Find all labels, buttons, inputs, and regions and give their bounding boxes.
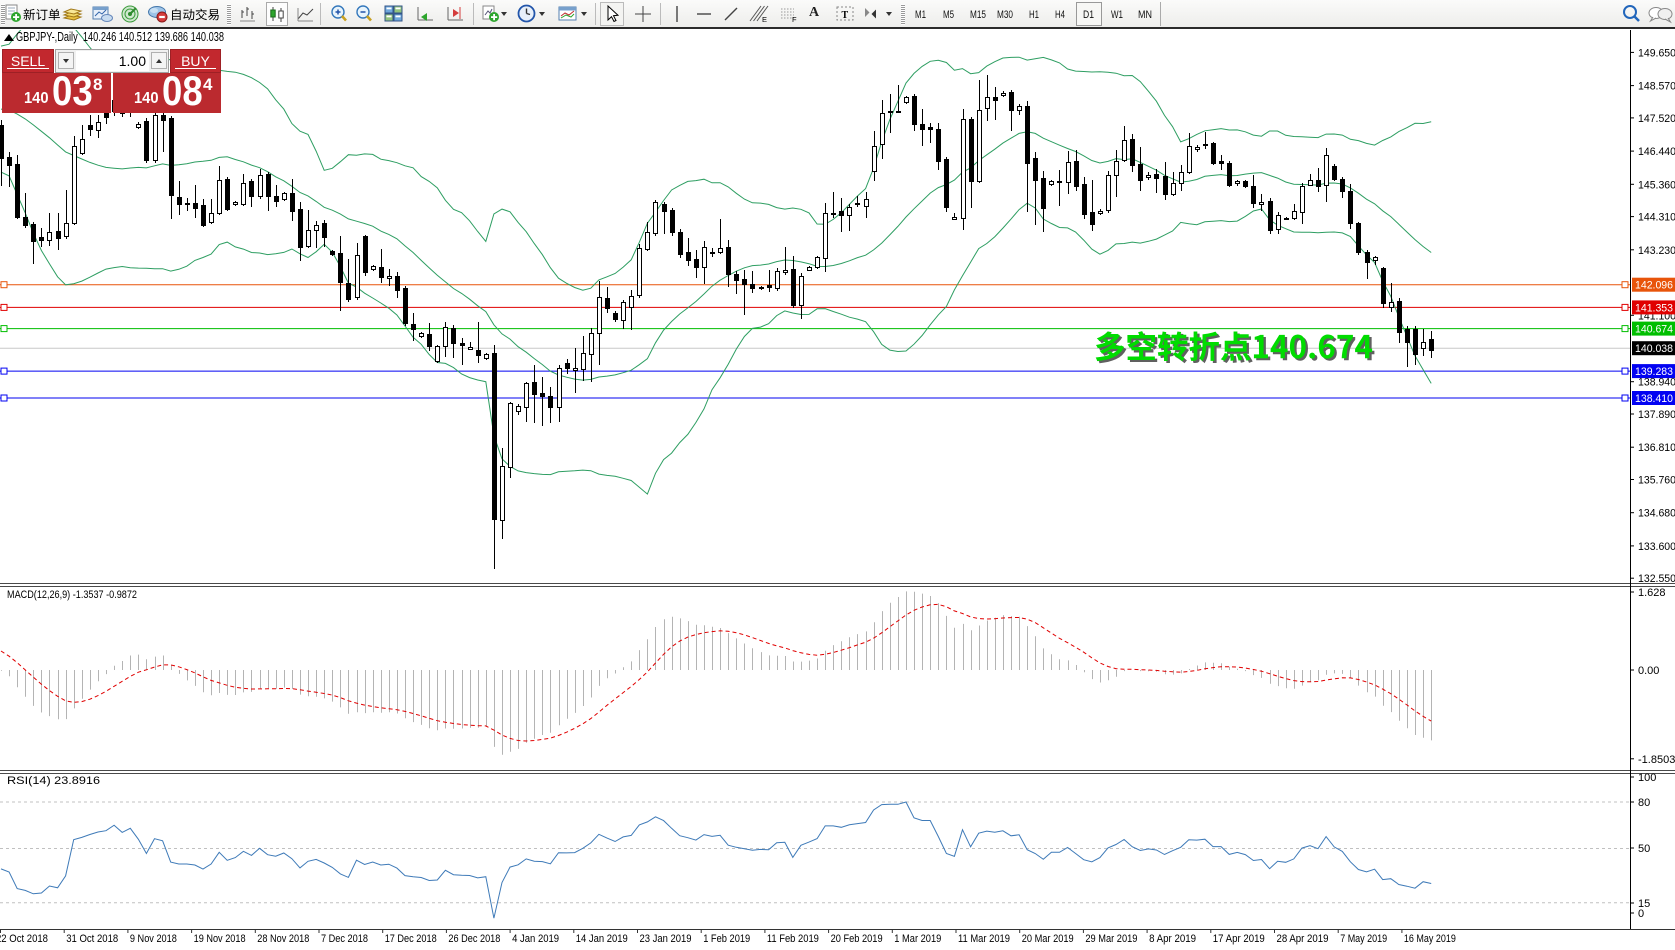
svg-text:100: 100 (1638, 772, 1656, 784)
svg-text:132.550: 132.550 (1638, 573, 1675, 585)
svg-text:29 Mar 2019: 29 Mar 2019 (1085, 933, 1137, 945)
svg-text:RSI(14) 23.8916: RSI(14) 23.8916 (7, 775, 100, 787)
svg-text:28 Apr 2019: 28 Apr 2019 (1277, 933, 1329, 945)
svg-text:14 Jan 2019: 14 Jan 2019 (576, 933, 628, 945)
svg-text:144.310: 144.310 (1638, 212, 1675, 224)
svg-text:H4: H4 (1055, 9, 1065, 21)
svg-text:138.410: 138.410 (1635, 393, 1673, 405)
svg-text:141.353: 141.353 (1635, 302, 1673, 314)
svg-text:H1: H1 (1029, 9, 1039, 21)
svg-text:7 May 2019: 7 May 2019 (1340, 933, 1387, 945)
svg-text:23 Jan 2019: 23 Jan 2019 (640, 933, 692, 945)
svg-text:22 Oct 2018: 22 Oct 2018 (0, 933, 48, 945)
svg-text:147.520: 147.520 (1638, 113, 1675, 125)
svg-text:17 Dec 2018: 17 Dec 2018 (385, 933, 437, 945)
svg-text:8 Apr 2019: 8 Apr 2019 (1149, 933, 1196, 945)
svg-text:M5: M5 (943, 9, 954, 21)
svg-text:T: T (842, 10, 849, 21)
svg-text:142.096: 142.096 (1635, 280, 1673, 292)
svg-text:16 May 2019: 16 May 2019 (1404, 933, 1456, 945)
svg-text:M30: M30 (997, 9, 1013, 21)
svg-text:MN: MN (1138, 9, 1152, 21)
svg-text:20 Feb 2019: 20 Feb 2019 (831, 933, 883, 945)
svg-text:1 Mar 2019: 1 Mar 2019 (894, 933, 941, 945)
svg-text:143.230: 143.230 (1638, 245, 1675, 257)
svg-text:M1: M1 (915, 9, 926, 21)
svg-text:31 Oct 2018: 31 Oct 2018 (66, 933, 118, 945)
svg-text:146.440: 146.440 (1638, 146, 1675, 158)
svg-text:140.038: 140.038 (1635, 343, 1673, 355)
svg-text:145.360: 145.360 (1638, 179, 1675, 191)
svg-text:19 Nov 2018: 19 Nov 2018 (194, 933, 246, 945)
svg-text:MACD(12,26,9) -1.3537 -0.9872: MACD(12,26,9) -1.3537 -0.9872 (7, 589, 137, 601)
svg-text:9 Nov 2018: 9 Nov 2018 (130, 933, 177, 945)
svg-text:E: E (762, 15, 767, 24)
svg-text:80: 80 (1638, 797, 1650, 809)
svg-text:7 Dec 2018: 7 Dec 2018 (321, 933, 368, 945)
svg-text:15: 15 (1638, 898, 1650, 910)
svg-text:1 Feb 2019: 1 Feb 2019 (703, 933, 750, 945)
svg-text:140.674: 140.674 (1635, 324, 1673, 336)
svg-text:138.940: 138.940 (1638, 377, 1675, 389)
svg-text:148.570: 148.570 (1638, 81, 1675, 93)
svg-text:D1: D1 (1083, 9, 1094, 21)
svg-text:-1.8503: -1.8503 (1638, 754, 1675, 766)
svg-text:133.600: 133.600 (1638, 541, 1675, 553)
svg-text:GBPJPY-,Daily 140.246 140.512: GBPJPY-,Daily 140.246 140.512 139.686 14… (16, 30, 224, 44)
svg-text:0.00: 0.00 (1638, 665, 1659, 677)
svg-text:11 Feb 2019: 11 Feb 2019 (767, 933, 819, 945)
svg-text:F: F (792, 15, 797, 24)
svg-text:0: 0 (1638, 908, 1644, 920)
svg-text:W1: W1 (1111, 9, 1123, 21)
svg-text:26 Dec 2018: 26 Dec 2018 (448, 933, 500, 945)
svg-text:136.810: 136.810 (1638, 442, 1675, 454)
svg-text:50: 50 (1638, 843, 1650, 855)
svg-text:149.650: 149.650 (1638, 47, 1675, 59)
svg-text:M15: M15 (970, 9, 986, 21)
svg-text:17 Apr 2019: 17 Apr 2019 (1213, 933, 1265, 945)
svg-text:1.628: 1.628 (1638, 587, 1666, 599)
svg-text:135.760: 135.760 (1638, 475, 1675, 487)
svg-text:134.680: 134.680 (1638, 508, 1675, 520)
svg-text:28 Nov 2018: 28 Nov 2018 (257, 933, 309, 945)
svg-text:4 Jan 2019: 4 Jan 2019 (512, 933, 559, 945)
svg-text:139.283: 139.283 (1635, 366, 1673, 378)
svg-text:11 Mar 2019: 11 Mar 2019 (958, 933, 1010, 945)
svg-text:20 Mar 2019: 20 Mar 2019 (1022, 933, 1074, 945)
svg-text:137.890: 137.890 (1638, 409, 1675, 421)
